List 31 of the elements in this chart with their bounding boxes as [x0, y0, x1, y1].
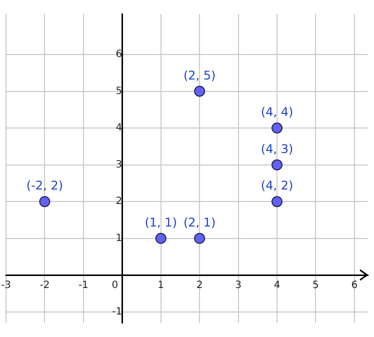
y-tick-label: 4 [116, 122, 122, 134]
y-tick-label: 2 [116, 196, 122, 208]
x-tick-label: -2 [40, 280, 50, 291]
data-label: (4, 2) [260, 178, 294, 193]
y-tick-label: 1 [116, 232, 122, 244]
x-tick-label: 6 [351, 280, 358, 291]
data-label: (2, 5) [183, 68, 216, 82]
point [272, 159, 283, 170]
x-tick-label: -1 [78, 280, 88, 291]
point [272, 196, 283, 208]
point [272, 122, 283, 134]
x-tick-label: 2 [196, 280, 203, 291]
point [194, 232, 206, 244]
y-tick-label: -1 [112, 306, 122, 318]
data-label: (1, 1) [144, 216, 177, 230]
x-tick-label: 1 [158, 280, 164, 291]
x-tick-label: 4 [274, 280, 280, 291]
data-label: (2, 1) [183, 216, 216, 230]
y-tick-label: 5 [116, 86, 122, 97]
x-tick-label: 3 [235, 280, 242, 291]
x-tick-label: 0 [112, 280, 118, 291]
x-tick-label: -3 [1, 280, 11, 291]
y-tick-label: 3 [116, 159, 122, 170]
data-label: (-2, 2) [26, 178, 64, 193]
point [194, 86, 206, 97]
data-label: (4, 4) [260, 105, 294, 120]
x-tick-label: 5 [312, 280, 319, 291]
y-tick-label: 6 [116, 49, 122, 60]
data-label: (4, 3) [260, 142, 294, 156]
point [155, 232, 166, 244]
point [39, 196, 50, 208]
